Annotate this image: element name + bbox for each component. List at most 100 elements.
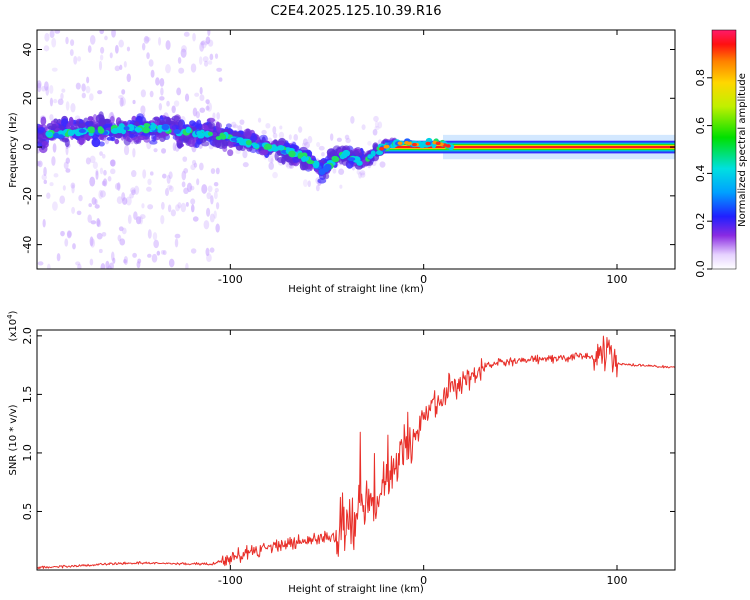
noise-blob [298,126,303,133]
noise-blob [199,86,203,95]
colorbar-tick-label: 0.0 [694,260,707,278]
spectral-blob [227,149,234,157]
noise-blob [114,44,119,54]
noise-blob [150,69,155,78]
spectral-peak [352,156,361,163]
snr-panel: -100 0 100 0.5 1.0 1.5 2.0 Height of straight… [6,310,676,595]
noise-blob [190,204,195,213]
noise-blob [81,83,86,92]
noise-blob [118,39,124,48]
spectral-blob [211,140,220,148]
spectral-peak [245,140,252,146]
noise-blob [160,249,165,255]
noise-blob [89,236,94,247]
spectral-peak [185,126,192,134]
noise-blob [65,101,70,111]
snr-y-axis-label: SNR (10 * v/v) [8,404,19,475]
spectral-hot-peak [445,144,451,148]
noise-blob [177,202,182,209]
noise-blob [77,263,82,269]
noise-blob [110,168,116,175]
noise-blob [200,40,205,46]
noise-blob [153,239,159,249]
noise-blob [168,185,174,193]
noise-blob [212,112,216,120]
noise-blob [90,238,96,248]
noise-blob [374,120,379,128]
spectrogram-panel: -100 0 100 -40 -20 0 20 40 Height of straight … [8,29,676,295]
spectral-blob [211,132,218,137]
noise-blob [149,171,154,176]
noise-blob [180,202,187,213]
noise-blob [316,141,321,148]
noise-blob [98,248,103,254]
snr-x-ticks: -100 0 100 [218,330,628,587]
snr-data [37,335,675,570]
noise-blob [85,85,91,94]
colorbar-gradient [711,29,737,270]
spectrogram-y-axis-label: Frequency (Hz) [8,112,19,188]
spectral-blob [243,128,253,138]
spectrogram-y-tick-label: -40 [21,236,34,254]
noise-blob [59,195,66,204]
spectrogram-x-ticks: -100 0 100 [218,30,628,286]
noise-blob [119,97,124,107]
snr-x-tick-label: 100 [607,574,628,587]
spectral-peak [347,157,356,162]
noise-blob [95,170,99,180]
noise-blob [272,132,278,139]
noise-blob [143,35,150,44]
noise-blob [205,36,211,45]
noise-blob [199,56,203,65]
noise-blob [173,100,180,107]
noise-blob [339,184,343,189]
spectrogram-frame [36,29,676,270]
noise-blob [183,168,189,174]
spectral-peak [173,129,181,135]
noise-blob [43,166,47,177]
noise-blob [153,148,158,153]
noise-blob [49,97,54,107]
noise-blob [199,162,204,171]
spectrogram-y-ticks: -40 -20 0 20 40 [21,43,675,254]
noise-blob [62,185,66,191]
noise-blob [315,184,320,192]
noise-blob [267,155,274,163]
spectral-blob [259,150,267,156]
noise-blob [100,263,106,269]
noise-blob [192,32,196,42]
noise-blob [87,214,92,223]
colorbar-tick-label: 0.8 [694,69,707,87]
noise-blob [165,40,171,51]
noise-blob [75,82,81,90]
noise-blob [177,57,182,64]
noise-blob [180,48,187,58]
noise-blob [174,238,179,248]
noise-blob [209,213,215,223]
colorbar-ticks: 0.0 0.2 0.4 0.6 0.8 [694,69,712,278]
spectral-peak [215,135,223,141]
noise-blob [60,230,65,237]
spectral-peak [297,152,304,158]
noise-blob [209,53,214,61]
noise-blob [98,60,103,71]
noise-blob [37,160,41,167]
noise-blob [92,161,98,169]
noise-blob [85,157,91,165]
noise-blob [44,81,49,91]
noise-blob [89,258,94,266]
spectral-peak [150,123,157,131]
noise-blob [99,190,106,198]
spectral-blob [194,141,200,149]
spectral-peak [142,126,150,134]
noise-blob [182,156,188,162]
noise-blob [119,64,123,70]
noise-blob [202,56,209,63]
colorbar: 0.0 0.2 0.4 0.6 0.8 Normalized spectral ampl… [694,29,748,278]
noise-blob [189,185,195,191]
noise-blob [135,216,142,225]
noise-blob [77,56,82,62]
noise-blob [302,142,306,148]
spectral-blob [189,120,196,127]
noise-blob [242,162,249,168]
